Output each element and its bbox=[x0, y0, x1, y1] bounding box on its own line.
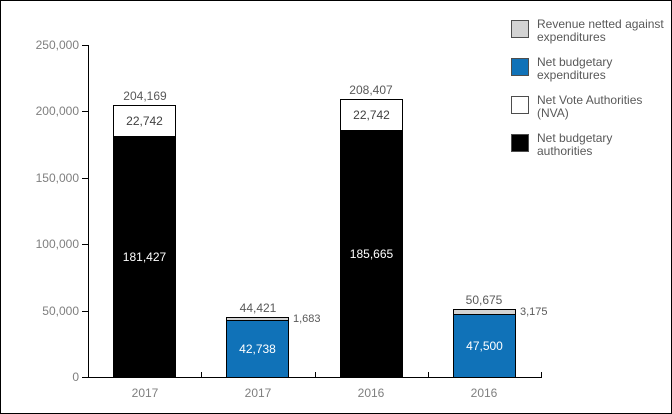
bar-segment-side-label: 3,175 bbox=[520, 306, 548, 318]
y-tick-label: 0 bbox=[72, 370, 79, 384]
legend-swatch-blue-icon bbox=[511, 58, 529, 76]
y-tick-label: 100,000 bbox=[35, 237, 79, 251]
legend-item: Revenue netted against expenditures bbox=[511, 18, 671, 44]
legend: Revenue netted against expenditures Net b… bbox=[511, 18, 671, 170]
category-label: 2017 bbox=[244, 386, 272, 400]
bar-segment-label: 22,742 bbox=[353, 108, 390, 122]
legend-label: Net budgetary authorities bbox=[537, 131, 613, 158]
legend-swatch-white-icon bbox=[511, 96, 529, 114]
bar-segment-label: 185,665 bbox=[349, 246, 394, 261]
bar-segment-label: 22,742 bbox=[126, 114, 163, 128]
bar-segment-side-label: 1,683 bbox=[293, 313, 321, 325]
legend-swatch-gray-icon bbox=[511, 20, 529, 38]
bar-segment-white bbox=[113, 105, 176, 137]
y-tick-label: 250,000 bbox=[35, 38, 79, 52]
legend-item: Net budgetary expenditures bbox=[511, 56, 671, 82]
legend-item: Net budgetary authorities bbox=[511, 132, 671, 158]
y-tick bbox=[82, 377, 88, 378]
bar-segment-label: 42,738 bbox=[239, 341, 276, 356]
bar-segment-blue bbox=[226, 319, 289, 378]
bar-segment-blue bbox=[453, 313, 516, 378]
y-tick bbox=[82, 111, 88, 112]
y-tick bbox=[82, 178, 88, 179]
bar-segment-label: 47,500 bbox=[466, 338, 503, 353]
bar-segment-black bbox=[340, 129, 403, 378]
y-tick-label: 200,000 bbox=[35, 104, 79, 118]
bar-total-label: 204,169 bbox=[123, 89, 167, 103]
x-tick bbox=[428, 372, 429, 377]
y-axis-line bbox=[88, 45, 89, 378]
bar-segment-label: 181,427 bbox=[122, 249, 167, 264]
category-label: 2016 bbox=[470, 386, 498, 400]
legend-label: Revenue netted against expenditures bbox=[537, 17, 664, 44]
x-tick bbox=[201, 372, 202, 377]
bar-segment-gray bbox=[226, 317, 289, 321]
bar-total-label: 50,675 bbox=[465, 293, 503, 307]
legend-swatch-black-icon bbox=[511, 134, 529, 152]
bar-total-label: 44,421 bbox=[239, 301, 277, 315]
bar-segment-black bbox=[113, 135, 176, 378]
legend-label: Net Vote Authorities (NVA) bbox=[537, 93, 643, 120]
x-tick bbox=[541, 372, 542, 377]
category-label: 2017 bbox=[131, 386, 159, 400]
bar-total-label: 208,407 bbox=[349, 83, 393, 97]
y-tick-label: 150,000 bbox=[35, 171, 79, 185]
bar-segment-white bbox=[340, 99, 403, 131]
x-axis-line bbox=[88, 377, 542, 378]
legend-item: Net Vote Authorities (NVA) bbox=[511, 94, 671, 120]
category-label: 2016 bbox=[357, 386, 385, 400]
y-tick bbox=[82, 45, 88, 46]
y-tick bbox=[82, 311, 88, 312]
legend-label: Net budgetary expenditures bbox=[537, 55, 613, 82]
y-tick bbox=[82, 244, 88, 245]
y-tick-label: 50,000 bbox=[42, 304, 79, 318]
x-tick bbox=[315, 372, 316, 377]
bar-segment-gray bbox=[453, 309, 516, 315]
